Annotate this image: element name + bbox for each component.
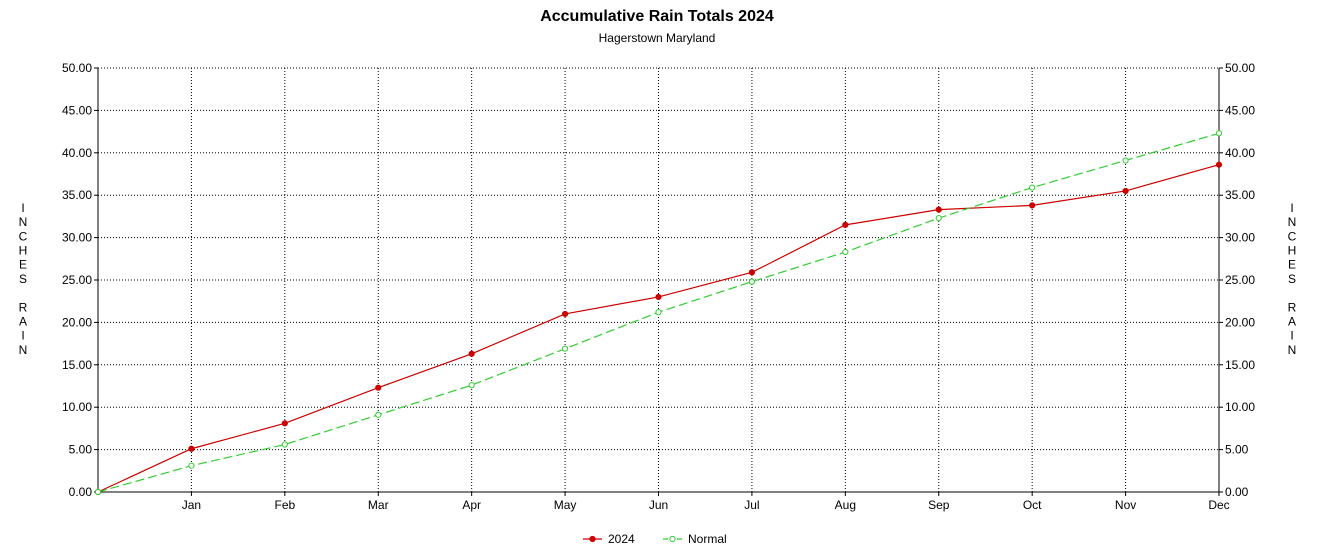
- y-axis-label-letter-left: A: [19, 315, 27, 329]
- x-tick-label: Aug: [835, 498, 856, 512]
- data-point-normal: [468, 382, 475, 389]
- legend-marker-2024: [589, 535, 596, 543]
- y-tick-label-right: 20.00: [1225, 315, 1255, 329]
- y-tick-label-right: 5.00: [1225, 443, 1249, 457]
- y-tick-label-left: 50.00: [62, 61, 92, 75]
- data-point-2024: [561, 310, 569, 318]
- y-tick-label-left: 25.00: [62, 273, 92, 287]
- data-point-2024: [655, 293, 662, 301]
- y-axis-label-letter-left: E: [19, 258, 27, 272]
- data-point-2024: [468, 350, 475, 357]
- y-tick-label-right: 0.00: [1225, 485, 1249, 499]
- data-point-2024: [935, 206, 942, 213]
- y-tick-label-left: 40.00: [62, 146, 92, 160]
- data-point-normal: [375, 411, 382, 418]
- y-tick-label-left: 20.00: [62, 315, 92, 329]
- x-tick-label: Apr: [462, 498, 481, 512]
- x-tick-label: Feb: [274, 498, 295, 512]
- data-point-2024: [188, 445, 195, 452]
- y-tick-label-right: 45.00: [1225, 103, 1255, 117]
- data-point-normal: [561, 345, 569, 352]
- data-point-normal: [94, 488, 102, 496]
- y-tick-label-left: 35.00: [62, 188, 92, 202]
- y-tick-label-left: 45.00: [62, 103, 92, 117]
- y-tick-label-left: 5.00: [69, 443, 93, 457]
- x-tick-label: Nov: [1115, 498, 1136, 512]
- data-point-normal: [748, 278, 756, 285]
- y-tick-label-left: 0.00: [69, 485, 93, 499]
- series-line-2024: [97, 164, 1220, 493]
- data-point-normal: [842, 248, 849, 256]
- data-point-2024: [375, 384, 382, 391]
- y-axis-label-letter-left: C: [19, 229, 28, 243]
- x-tick-label: May: [554, 498, 577, 512]
- series-group: [94, 130, 1223, 496]
- y-axis-label-letter-left: H: [19, 244, 28, 258]
- y-tick-label-left: 10.00: [62, 400, 92, 414]
- x-tick-label: Oct: [1023, 498, 1042, 512]
- data-point-2024: [1215, 161, 1223, 168]
- y-axis-label-letter-right: S: [1288, 272, 1296, 286]
- y-axis-label-letter-right: H: [1288, 244, 1297, 258]
- y-tick-label-right: 50.00: [1225, 61, 1255, 75]
- legend-label-2024: 2024: [608, 532, 635, 546]
- y-axis-ticks-right: 0.00 5.00 10.00 15.00 20.00 25.00 30.00 35.00 40…: [1219, 61, 1255, 499]
- y-tick-label-right: 25.00: [1225, 273, 1255, 287]
- y-axis-label-letter-left: I: [21, 201, 24, 215]
- y-axis-label-letter-left: N: [19, 343, 28, 357]
- y-tick-label-right: 40.00: [1225, 146, 1255, 160]
- y-axis-label-letter-right: R: [1288, 300, 1297, 314]
- legend: 2024 Normal: [583, 532, 727, 546]
- x-tick-label: Jan: [182, 498, 201, 512]
- y-axis-label-letter-right: E: [1288, 258, 1296, 272]
- y-axis-label-letter-left: N: [19, 215, 28, 229]
- y-axis-label-letter-right: N: [1288, 215, 1297, 229]
- grid-lines: [98, 67, 1219, 492]
- x-tick-label: Jun: [649, 498, 668, 512]
- y-tick-label-right: 10.00: [1225, 400, 1255, 414]
- x-tick-label: Jul: [744, 498, 759, 512]
- x-tick-label: Dec: [1208, 498, 1229, 512]
- legend-marker-normal: [669, 535, 676, 543]
- x-tick-label: Sep: [928, 498, 950, 512]
- legend-label-normal: Normal: [688, 532, 727, 546]
- data-point-normal: [281, 441, 288, 448]
- data-point-normal: [188, 462, 195, 469]
- data-point-2024: [1029, 202, 1036, 209]
- x-tick-label: Mar: [368, 498, 389, 512]
- data-point-normal: [1029, 184, 1036, 191]
- data-point-2024: [748, 269, 756, 276]
- data-point-2024: [842, 221, 849, 228]
- y-axis-label-letter-right: I: [1290, 201, 1293, 215]
- y-axis-label-letter-left: R: [19, 300, 28, 314]
- y-axis-label-letter-right: I: [1290, 329, 1293, 343]
- y-axis-label-letter-left: I: [21, 329, 24, 343]
- y-tick-label-left: 15.00: [62, 358, 92, 372]
- y-axis-label-letter-right: C: [1288, 229, 1297, 243]
- y-tick-label-right: 35.00: [1225, 188, 1255, 202]
- data-point-2024: [1122, 187, 1129, 195]
- chart-title: Accumulative Rain Totals 2024: [540, 8, 774, 25]
- y-axis-label-letter-left: S: [19, 272, 27, 286]
- data-point-2024: [281, 420, 288, 427]
- y-axis-label-letter-right: A: [1288, 315, 1296, 329]
- data-point-normal: [655, 309, 662, 316]
- y-tick-label-right: 30.00: [1225, 231, 1255, 245]
- y-axis-label-letter-right: N: [1288, 343, 1297, 357]
- data-point-normal: [1122, 157, 1129, 164]
- x-axis-ticks: Jan Feb Mar Apr May Jun Jul Aug Sep Oct Nov Dec: [182, 492, 1230, 512]
- y-tick-label-right: 15.00: [1225, 358, 1255, 372]
- y-tick-label-left: 30.00: [62, 231, 92, 245]
- data-point-normal: [1215, 130, 1223, 137]
- y-axis-ticks-left: 0.00 5.00 10.00 15.00 20.00 25.00 30.00 35.00 40…: [62, 61, 98, 499]
- data-point-normal: [935, 214, 942, 222]
- chart-subtitle: Hagerstown Maryland: [599, 31, 716, 45]
